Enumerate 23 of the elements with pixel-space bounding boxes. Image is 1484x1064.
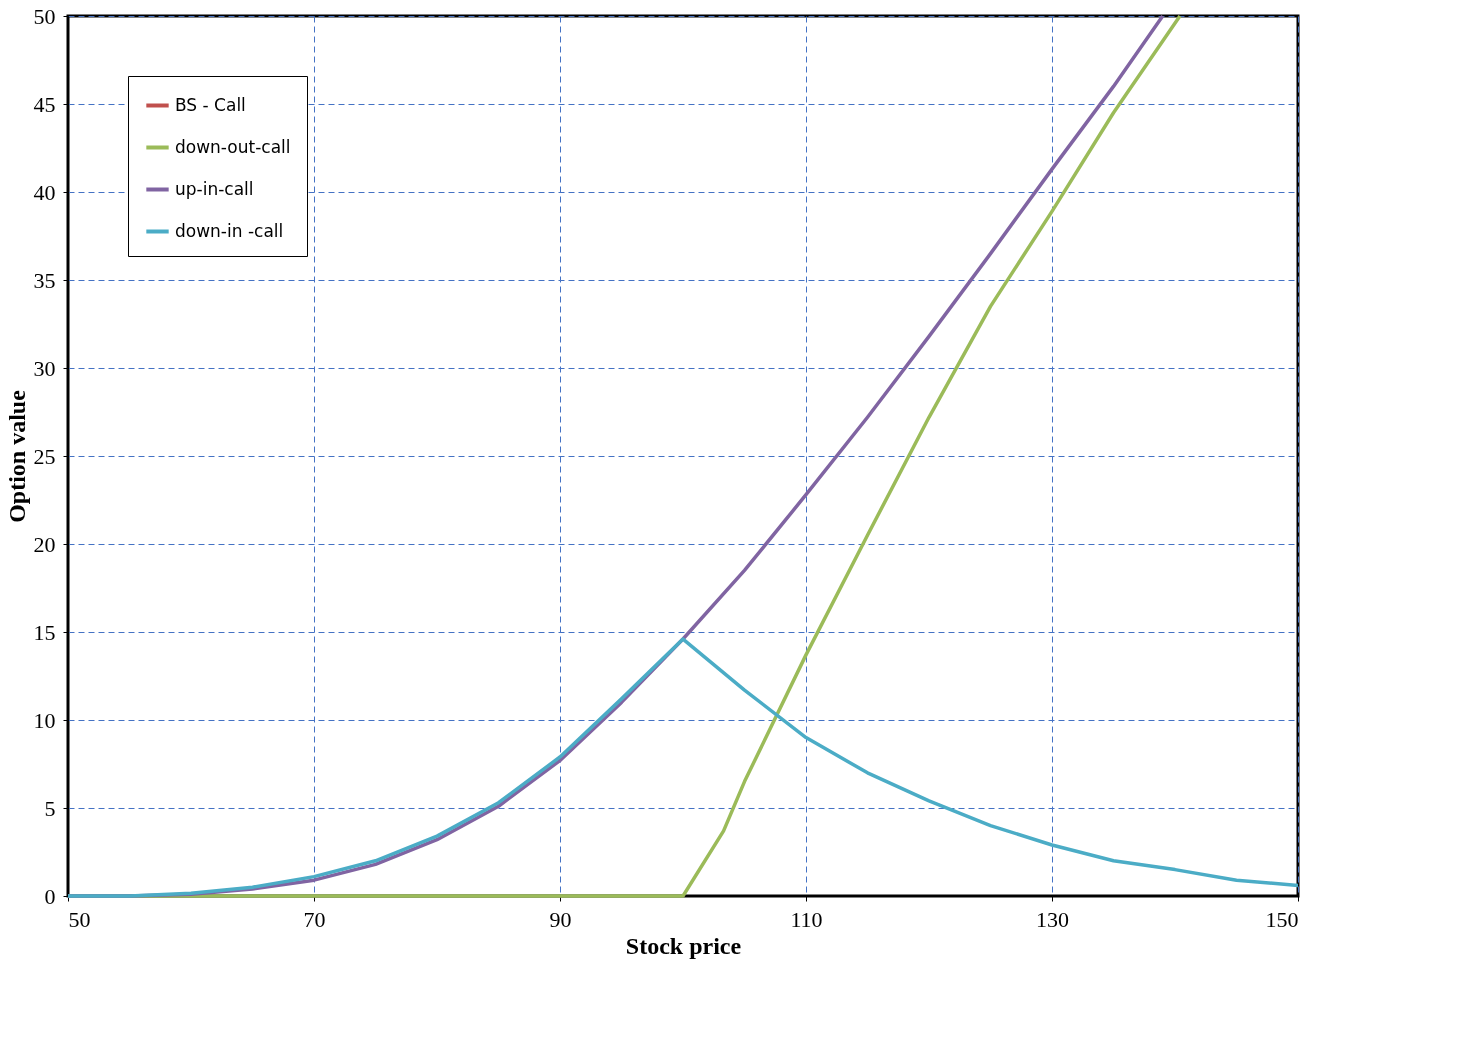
x-tick-label: 50 xyxy=(68,906,91,932)
legend-label: down-in -call xyxy=(175,220,284,241)
y-tick-label: 50 xyxy=(33,3,56,29)
y-tick-label: 40 xyxy=(33,179,56,205)
legend-label: down-out-call xyxy=(175,136,291,157)
y-axis-title: Option value xyxy=(3,389,30,523)
y-tick-label: 45 xyxy=(33,91,56,117)
y-tick-label: 15 xyxy=(33,619,56,645)
legend-label: BS - Call xyxy=(175,94,246,115)
y-tick-label: 35 xyxy=(33,267,56,293)
y-tick-label: 0 xyxy=(44,883,56,909)
x-axis-title: Stock price xyxy=(625,932,742,959)
y-tick-label: 10 xyxy=(33,707,56,733)
y-tick-label: 25 xyxy=(33,443,56,469)
legend-label: up-in-call xyxy=(175,178,254,199)
y-tick-label: 30 xyxy=(33,355,56,381)
x-tick-label: 70 xyxy=(303,906,326,932)
x-tick-label: 90 xyxy=(549,906,572,932)
y-tick-label: 5 xyxy=(44,795,56,821)
x-tick-label: 110 xyxy=(790,906,823,932)
y-tick-label: 20 xyxy=(33,531,56,557)
x-tick-label: 130 xyxy=(1036,906,1069,932)
x-tick-label: 150 xyxy=(1265,906,1299,932)
